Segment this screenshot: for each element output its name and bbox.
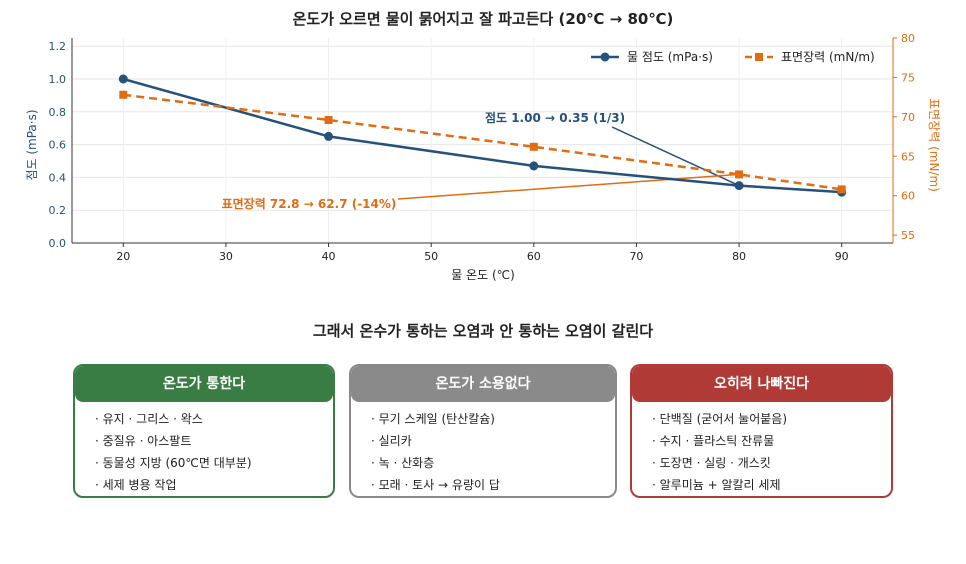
x-tick-label: 40 — [322, 250, 336, 263]
data-point-surface-tension — [735, 170, 744, 179]
legend-label-surface-tension: 표면장력 (mN/m) — [781, 50, 875, 64]
y-tick-label: 1.2 — [49, 40, 67, 53]
y2-tick-label: 75 — [901, 71, 915, 84]
x-tick-label: 50 — [424, 250, 438, 263]
list-item: · 동물성 지방 (60℃면 대부분) — [95, 456, 252, 470]
list-item: · 단백질 (굳어서 눌어붙음) — [652, 412, 788, 426]
x-tick-label: 70 — [629, 250, 643, 263]
annotation-arrow — [611, 126, 740, 187]
y2-tick-label: 65 — [901, 150, 915, 163]
data-point-viscosity — [529, 161, 539, 171]
data-point-viscosity — [734, 181, 744, 191]
series-line-surface-tension — [123, 93, 842, 191]
y-tick-label: 0.4 — [49, 171, 67, 184]
x-axis-label: 물 온도 (℃) — [451, 268, 515, 282]
y2-tick-label: 70 — [901, 111, 915, 124]
y-tick-label: 1.0 — [49, 73, 67, 86]
plot-area: 0.0 0.2 0.4 0.6 0.8 1.0 1.2 20 30 40 50 60 70 80 90 55 6… — [49, 32, 916, 263]
list-item: · 모래 · 토사 → 유량이 답 — [371, 478, 500, 492]
list-item: · 알루미늄 + 알칼리 세제 — [652, 478, 781, 492]
x-tick-label: 90 — [835, 250, 849, 263]
y2-axis-label: 표면장력 (mN/m) — [927, 98, 941, 192]
data-point-surface-tension — [324, 116, 333, 124]
legend-label-viscosity: 물 점도 (mPa·s) — [627, 50, 713, 64]
y2-tick-label: 60 — [901, 190, 915, 203]
card-temperature-works: 온도가 통한다 · 유지 · 그리스 · 왁스 · 중질유 · 아스팔트 · 동… — [73, 364, 335, 498]
card-list: · 단백질 (굳어서 눌어붙음) · 수지 · 플라스틱 잔류물 · 도장면 ·… — [632, 408, 891, 496]
list-item: · 수지 · 플라스틱 잔류물 — [652, 434, 775, 448]
y2-tick-label: 80 — [901, 32, 915, 45]
legend-marker-surface-tension — [755, 53, 763, 61]
list-item: · 녹 · 산화층 — [371, 456, 435, 470]
list-item: · 세제 병용 작업 — [95, 478, 177, 492]
chart: 온도가 오르면 물이 묽어지고 잘 파고든다 (20℃ → 80℃) 0.00.… — [25, 10, 941, 282]
card-title: 온도가 통한다 — [75, 366, 333, 402]
data-point-viscosity — [118, 74, 128, 84]
section-title: 그래서 온수가 통하는 오염과 안 통하는 오염이 갈린다 — [312, 322, 654, 340]
y-axis-label: 점도 (mPa·s) — [25, 109, 39, 180]
y-tick-label: 0.6 — [49, 139, 67, 152]
card-temperature-useless: 온도가 소용없다 · 무기 스케일 (탄산칼슘) · 실리카 · 녹 · 산화층… — [349, 364, 617, 498]
card-title: 오히려 나빠진다 — [632, 366, 891, 402]
annotation-surface-tension: 표면장력 72.8 → 62.7 (-14%) — [222, 196, 397, 211]
y-tick-label: 0.0 — [49, 237, 67, 250]
annotation-arrow — [397, 173, 740, 200]
card-title: 온도가 소용없다 — [351, 366, 615, 402]
list-item: · 도장면 · 실링 · 개스킷 — [652, 456, 771, 470]
y-tick-label: 0.8 — [49, 106, 67, 119]
x-tick-label: 60 — [527, 250, 541, 263]
list-item: · 무기 스케일 (탄산칼슘) — [371, 412, 495, 426]
x-tick-label: 20 — [116, 250, 130, 263]
data-point-surface-tension — [529, 142, 538, 151]
annotation-viscosity: 점도 1.00 → 0.35 (1/3) — [485, 110, 625, 125]
list-item: · 유지 · 그리스 · 왁스 — [95, 412, 203, 426]
list-item: · 중질유 · 아스팔트 — [95, 434, 192, 448]
card-temperature-worse: 오히려 나빠진다 · 단백질 (굳어서 눌어붙음) · 수지 · 플라스틱 잔류… — [630, 364, 893, 498]
y-tick-label: 0.2 — [49, 204, 67, 217]
list-item: · 실리카 — [371, 434, 412, 448]
card-list: · 유지 · 그리스 · 왁스 · 중질유 · 아스팔트 · 동물성 지방 (6… — [75, 408, 333, 496]
x-tick-label: 80 — [732, 250, 746, 263]
x-tick-label: 30 — [219, 250, 233, 263]
data-point-surface-tension — [837, 185, 846, 194]
data-point-viscosity — [324, 131, 334, 141]
chart-title: 온도가 오르면 물이 묽어지고 잘 파고든다 (20℃ → 80℃) — [293, 10, 674, 28]
y2-tick-label: 55 — [901, 229, 915, 242]
data-point-surface-tension — [119, 90, 128, 99]
card-list: · 무기 스케일 (탄산칼슘) · 실리카 · 녹 · 산화층 · 모래 · 토… — [351, 408, 615, 496]
legend-marker-viscosity — [600, 52, 610, 62]
